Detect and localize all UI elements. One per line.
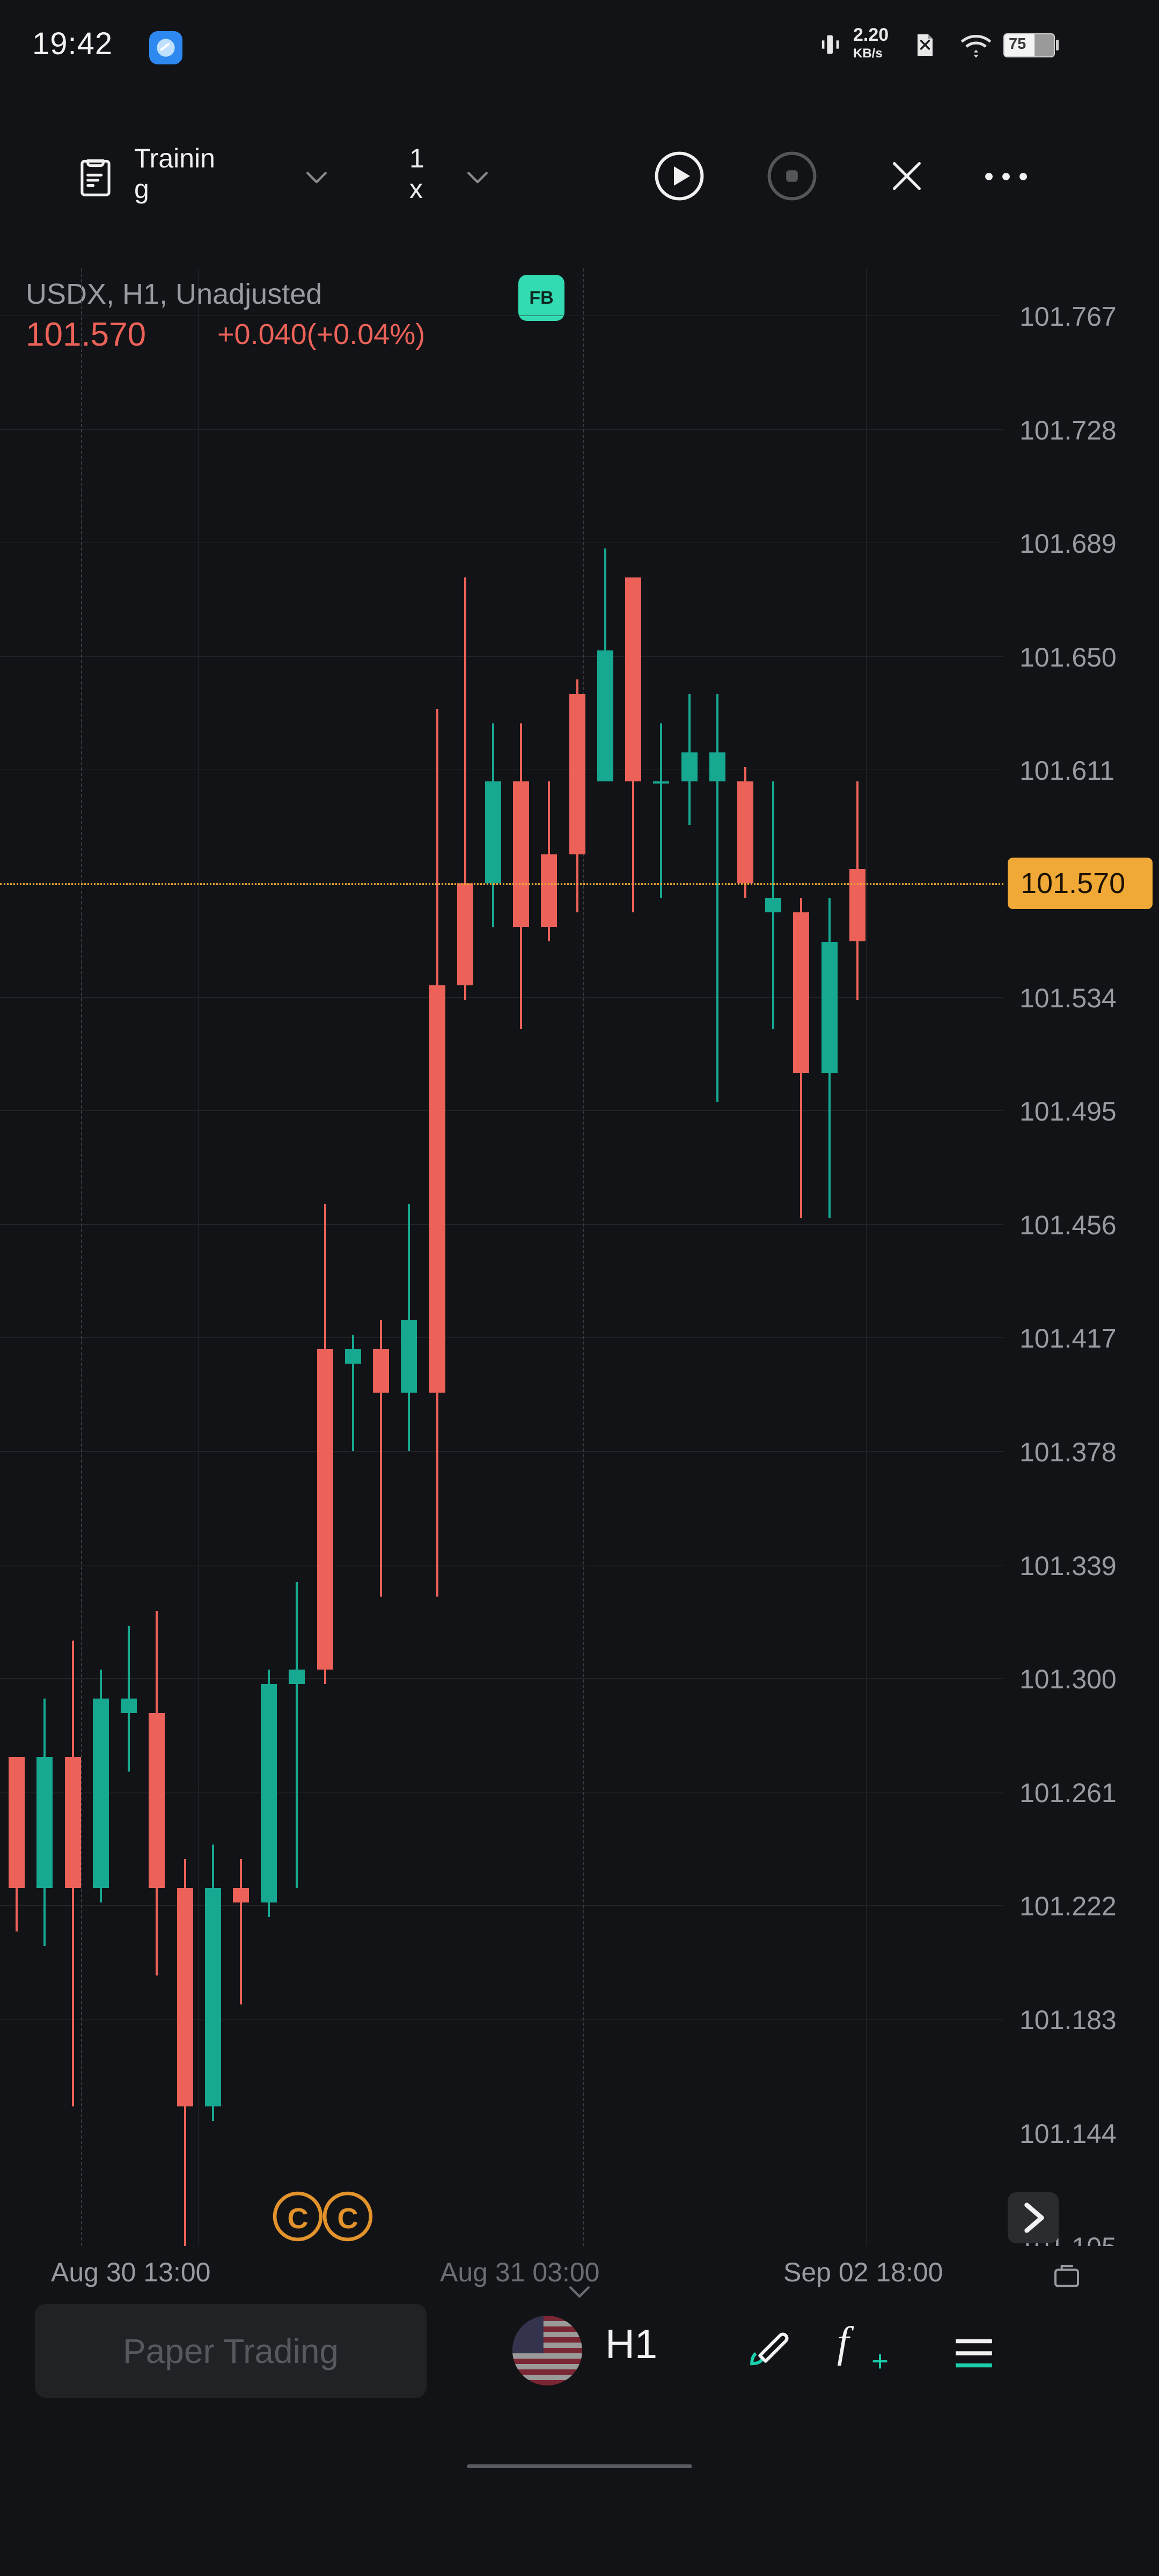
svg-text:C: C [287,2202,308,2235]
svg-text:C: C [337,2202,358,2235]
